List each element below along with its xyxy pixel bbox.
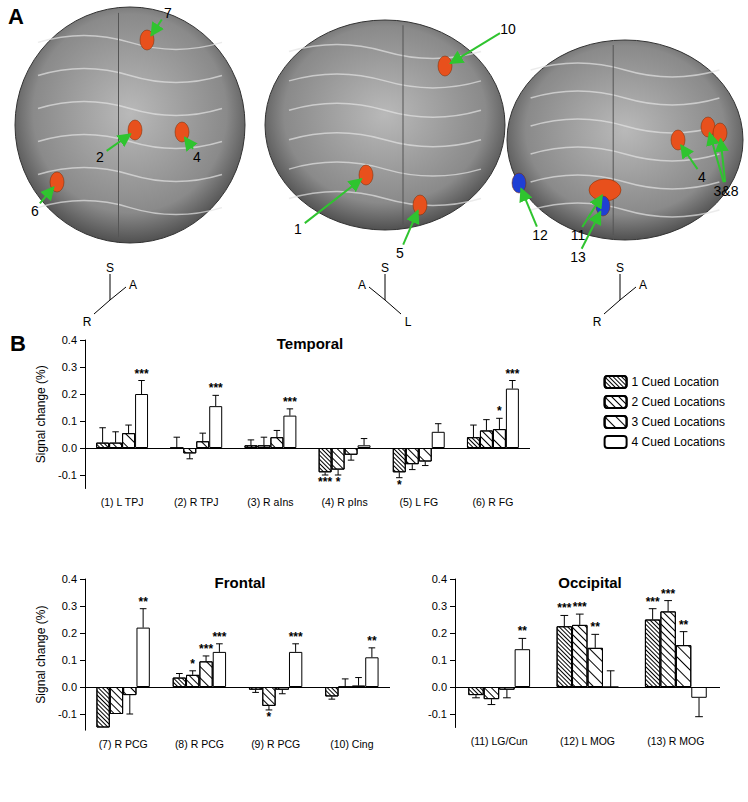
svg-text:(12) L MOG: (12) L MOG bbox=[560, 735, 615, 747]
svg-text:1 Cued Location: 1 Cued Location bbox=[632, 375, 719, 389]
svg-text:***: *** bbox=[212, 630, 226, 644]
svg-text:**: ** bbox=[679, 618, 689, 632]
svg-text:**: ** bbox=[591, 620, 601, 634]
svg-text:(7) R PCG: (7) R PCG bbox=[99, 738, 148, 750]
svg-text:(11) LG/Cun: (11) LG/Cun bbox=[471, 735, 528, 747]
svg-text:Frontal: Frontal bbox=[215, 574, 266, 591]
svg-text:0.3: 0.3 bbox=[62, 600, 77, 612]
svg-text:A: A bbox=[639, 278, 647, 292]
svg-text:0.0: 0.0 bbox=[62, 442, 77, 454]
svg-text:**: ** bbox=[367, 634, 377, 648]
svg-text:*: * bbox=[497, 404, 502, 418]
svg-text:0.1: 0.1 bbox=[62, 415, 77, 427]
svg-text:***: *** bbox=[135, 367, 149, 381]
svg-text:***: *** bbox=[199, 642, 213, 656]
svg-text:4: 4 bbox=[698, 169, 706, 185]
svg-text:10: 10 bbox=[500, 21, 516, 37]
svg-text:7: 7 bbox=[164, 5, 172, 21]
svg-text:-0.1: -0.1 bbox=[58, 708, 77, 720]
svg-text:0.4: 0.4 bbox=[62, 334, 77, 346]
svg-text:S: S bbox=[106, 261, 114, 275]
svg-text:A: A bbox=[8, 4, 24, 29]
svg-text:R: R bbox=[83, 315, 92, 329]
svg-text:0.1: 0.1 bbox=[62, 654, 77, 666]
svg-text:5: 5 bbox=[396, 245, 404, 261]
svg-text:Signal change (%): Signal change (%) bbox=[34, 365, 48, 463]
svg-text:1: 1 bbox=[294, 221, 302, 237]
svg-text:Signal change (%): Signal change (%) bbox=[34, 606, 48, 704]
svg-text:A: A bbox=[129, 278, 137, 292]
svg-text:A: A bbox=[358, 278, 366, 292]
svg-text:(2) R TPJ: (2) R TPJ bbox=[174, 496, 219, 508]
svg-text:(8) R PCG: (8) R PCG bbox=[175, 738, 224, 750]
svg-text:0.1: 0.1 bbox=[432, 654, 447, 666]
svg-text:0.3: 0.3 bbox=[62, 361, 77, 373]
svg-text:B: B bbox=[10, 331, 26, 356]
svg-text:(1) L TPJ: (1) L TPJ bbox=[101, 496, 144, 508]
svg-text:0.0: 0.0 bbox=[62, 681, 77, 693]
svg-text:***: *** bbox=[661, 587, 675, 601]
svg-text:2: 2 bbox=[96, 149, 104, 165]
svg-text:**: ** bbox=[138, 595, 148, 609]
svg-text:(13) R MOG: (13) R MOG bbox=[647, 735, 704, 747]
svg-text:*: * bbox=[267, 710, 272, 724]
svg-text:2 Cued Locations: 2 Cued Locations bbox=[632, 395, 725, 409]
svg-text:3 Cued Locations: 3 Cued Locations bbox=[632, 415, 725, 429]
svg-text:(6) R FG: (6) R FG bbox=[472, 496, 513, 508]
svg-text:4: 4 bbox=[193, 149, 201, 165]
svg-text:(5) L FG: (5) L FG bbox=[399, 496, 438, 508]
svg-text:0.4: 0.4 bbox=[62, 573, 77, 585]
svg-text:(4) R pIns: (4) R pIns bbox=[322, 496, 368, 508]
svg-text:*: * bbox=[397, 478, 402, 492]
svg-text:*: * bbox=[190, 657, 195, 671]
svg-text:***: *** bbox=[557, 601, 571, 615]
svg-text:S: S bbox=[616, 261, 624, 275]
svg-text:***: *** bbox=[283, 395, 297, 409]
svg-text:3&8: 3&8 bbox=[714, 183, 739, 199]
svg-text:-0.1: -0.1 bbox=[428, 708, 447, 720]
svg-text:***: *** bbox=[505, 367, 519, 381]
svg-text:***: *** bbox=[209, 381, 223, 395]
svg-text:0.3: 0.3 bbox=[432, 600, 447, 612]
svg-text:*: * bbox=[336, 475, 341, 489]
svg-text:6: 6 bbox=[31, 203, 39, 219]
svg-text:12: 12 bbox=[532, 227, 548, 243]
svg-text:0.2: 0.2 bbox=[62, 627, 77, 639]
svg-text:R: R bbox=[593, 315, 602, 329]
svg-text:13: 13 bbox=[570, 249, 586, 265]
svg-text:(3) R aIns: (3) R aIns bbox=[247, 496, 293, 508]
svg-text:11: 11 bbox=[571, 227, 586, 243]
svg-text:***: *** bbox=[646, 595, 660, 609]
svg-text:S: S bbox=[381, 261, 389, 275]
svg-text:Temporal: Temporal bbox=[277, 335, 343, 352]
svg-text:***: *** bbox=[289, 630, 303, 644]
svg-text:-0.1: -0.1 bbox=[58, 469, 77, 481]
svg-text:0.2: 0.2 bbox=[432, 627, 447, 639]
svg-text:0.4: 0.4 bbox=[432, 573, 447, 585]
svg-text:0.0: 0.0 bbox=[432, 681, 447, 693]
svg-text:(10) Cing: (10) Cing bbox=[330, 738, 373, 750]
svg-text:***: *** bbox=[573, 600, 587, 614]
svg-text:0.2: 0.2 bbox=[62, 388, 77, 400]
svg-text:L: L bbox=[405, 315, 412, 329]
svg-text:(9) R PCG: (9) R PCG bbox=[251, 738, 300, 750]
svg-text:**: ** bbox=[518, 624, 528, 638]
svg-text:***: *** bbox=[318, 475, 332, 489]
svg-text:4 Cued Locations: 4 Cued Locations bbox=[632, 435, 725, 449]
svg-text:Occipital: Occipital bbox=[558, 574, 621, 591]
